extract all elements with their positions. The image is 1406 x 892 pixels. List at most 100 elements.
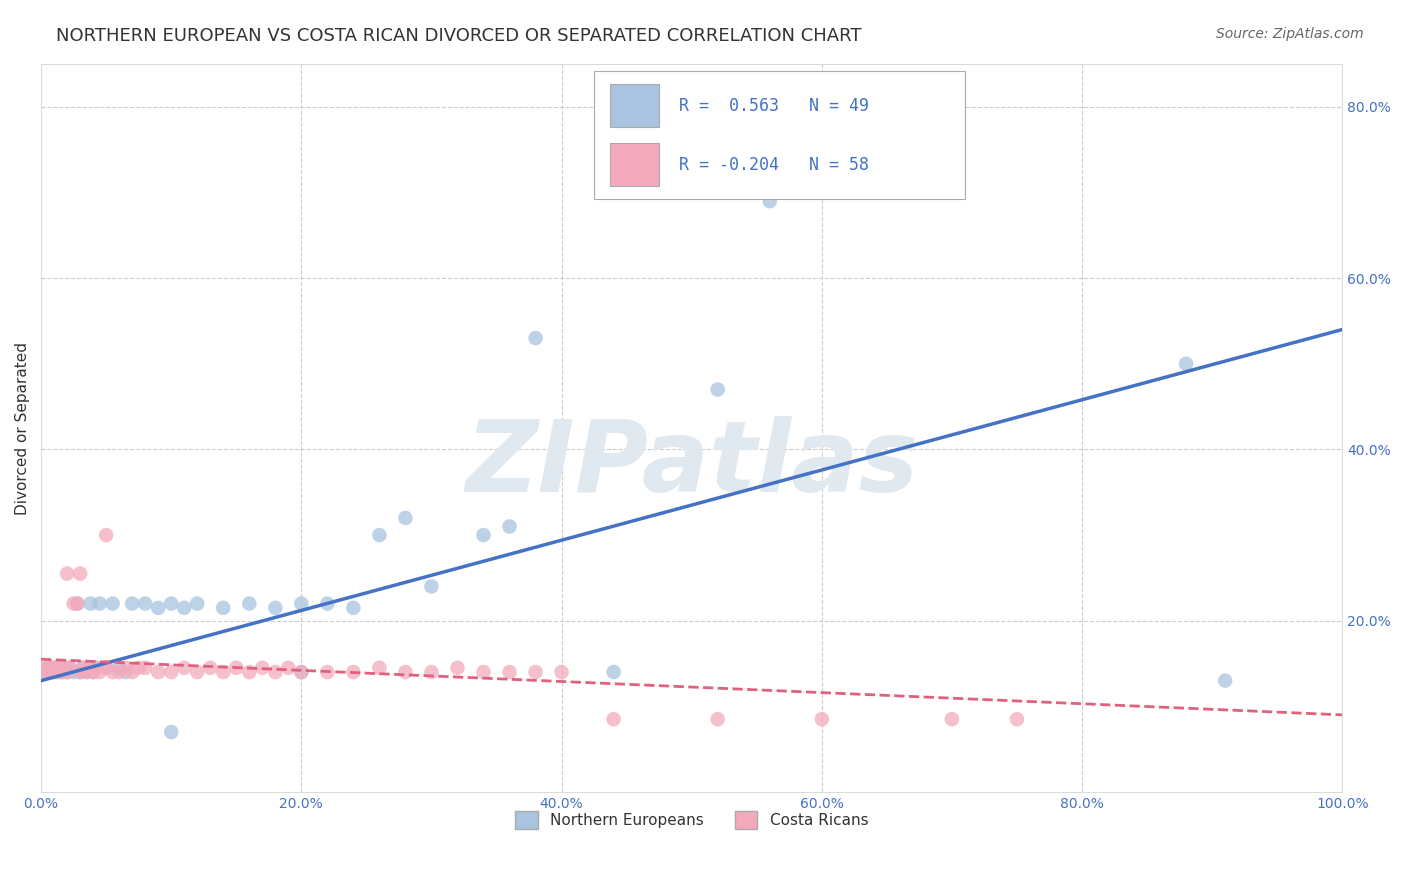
Point [238,665,260,679]
Point [472,528,495,542]
Point [51,665,73,679]
Point [121,665,143,679]
Point [148,600,170,615]
Point [82,665,104,679]
Point [37,665,59,679]
Point [89,665,111,679]
Point [42,665,65,679]
Y-axis label: Divorced or Separated: Divorced or Separated [15,342,30,515]
Point [108,661,131,675]
Point [290,597,312,611]
Point [758,194,780,208]
Point [76,665,98,679]
Point [53,661,76,675]
Point [420,579,443,593]
Point [238,597,260,611]
Point [160,725,183,739]
Point [550,665,572,679]
Point [72,661,94,675]
Point [69,566,91,581]
Point [66,597,89,611]
Point [498,665,520,679]
Point [76,665,98,679]
Point [316,597,339,611]
Point [96,661,118,675]
Point [69,665,91,679]
Point [42,661,65,675]
Point [45,661,67,675]
Point [56,665,79,679]
FancyBboxPatch shape [595,71,965,199]
Point [498,519,520,533]
Point [316,665,339,679]
Point [84,661,107,675]
Point [264,600,287,615]
Point [34,661,56,675]
Point [39,665,62,679]
Point [706,712,728,726]
Point [173,600,195,615]
FancyBboxPatch shape [610,144,659,186]
Point [45,665,67,679]
Point [56,665,79,679]
Text: R =  0.563   N = 49: R = 0.563 N = 49 [679,96,869,114]
Point [41,665,63,679]
Point [84,661,107,675]
Point [472,665,495,679]
Point [277,661,299,675]
Point [394,511,416,525]
Point [96,661,118,675]
Point [66,597,89,611]
Point [524,665,547,679]
Point [342,600,364,615]
Legend: Northern Europeans, Costa Ricans: Northern Europeans, Costa Ricans [509,805,875,835]
Point [368,528,391,542]
Point [446,661,468,675]
Point [706,383,728,397]
Point [810,712,832,726]
Point [524,331,547,345]
Point [121,597,143,611]
Point [114,661,136,675]
Point [89,597,111,611]
Point [173,661,195,675]
Text: R = -0.204   N = 58: R = -0.204 N = 58 [679,155,869,174]
Point [1175,357,1198,371]
Point [72,661,94,675]
Point [48,661,70,675]
FancyBboxPatch shape [610,85,659,127]
Text: Source: ZipAtlas.com: Source: ZipAtlas.com [1216,27,1364,41]
Point [42,665,65,679]
Point [134,661,156,675]
Point [602,665,624,679]
Point [602,712,624,726]
Point [186,597,208,611]
Point [290,665,312,679]
Point [134,597,156,611]
Point [62,597,84,611]
Point [342,665,364,679]
Point [101,597,124,611]
Point [37,661,59,675]
Point [1213,673,1236,688]
Text: NORTHERN EUROPEAN VS COSTA RICAN DIVORCED OR SEPARATED CORRELATION CHART: NORTHERN EUROPEAN VS COSTA RICAN DIVORCE… [56,27,862,45]
Point [42,661,65,675]
Point [368,661,391,675]
Point [69,665,91,679]
Point [48,665,70,679]
Point [56,566,79,581]
Point [212,665,235,679]
Point [186,665,208,679]
Point [101,665,124,679]
Point [39,661,62,675]
Point [941,712,963,726]
Point [128,661,150,675]
Point [53,661,76,675]
Text: ZIPatlas: ZIPatlas [465,416,918,513]
Point [1005,712,1028,726]
Point [200,661,222,675]
Point [34,665,56,679]
Point [96,528,118,542]
Point [59,661,82,675]
Point [51,665,73,679]
